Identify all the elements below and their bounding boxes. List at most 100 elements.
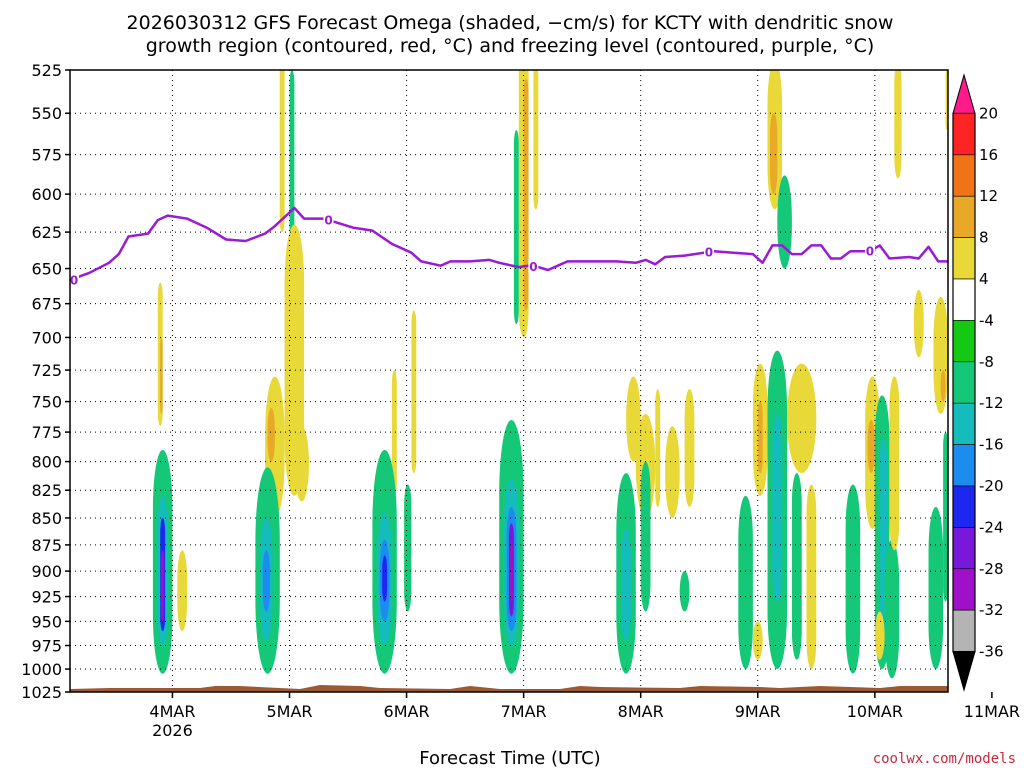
colorbar-label-2: 12	[979, 187, 998, 205]
omega-region-6	[161, 550, 165, 622]
x-tick-label-4MAR: 4MAR	[149, 702, 195, 721]
colorbar-label-9: -20	[979, 477, 1004, 495]
omega-region-66	[884, 539, 900, 679]
colorbar-label-13: -36	[979, 643, 1004, 661]
y-tick-label-575: 575	[31, 146, 62, 165]
omega-region-8	[279, 70, 285, 233]
y-tick-label-525: 525	[31, 61, 62, 80]
colorbar-label-3: 8	[979, 229, 989, 247]
colorbar-segment-9	[952, 444, 976, 487]
y-tick-label-850: 850	[31, 509, 62, 528]
omega-region-29	[533, 70, 539, 210]
y-tick-label-775: 775	[31, 423, 62, 442]
omega-region-74	[930, 528, 941, 655]
omega-region-25	[411, 310, 417, 474]
colorbar-segment-5	[952, 278, 976, 321]
omega-region-52	[777, 175, 792, 269]
x-tick-label-8MAR: 8MAR	[618, 702, 664, 721]
omega-region-76	[943, 432, 948, 602]
y-tick-label-700: 700	[31, 328, 62, 347]
omega-region-69	[894, 70, 902, 179]
colorbar: 20 16 12 8 4 -4 -8 -12 -16 -20 -24 -28 -32 -36	[952, 73, 1004, 692]
y-tick-label-725: 725	[31, 361, 62, 380]
omega-region-10	[284, 224, 305, 496]
x-tick-label-9MAR: 9MAR	[735, 702, 781, 721]
omega-region-36	[626, 376, 641, 462]
freezing-label-bg-1	[323, 213, 334, 228]
freezing-label-bg-2	[528, 259, 539, 274]
colorbar-label-1: 16	[979, 146, 998, 164]
freezing-label-bg-4	[864, 244, 875, 259]
plot-border	[69, 69, 949, 693]
colorbar-segment-8	[952, 402, 976, 445]
colorbar-segment-13	[952, 609, 976, 652]
y-tick-label-1000: 1000	[21, 660, 62, 679]
omega-region-12	[267, 407, 275, 462]
y-tick-label-975: 975	[31, 637, 62, 656]
omega-region-28	[513, 130, 519, 325]
colorbar-bottom-arrow	[952, 651, 976, 692]
omega-region-56	[787, 363, 817, 474]
y-tick-label-925: 925	[31, 588, 62, 607]
x-tick-label-5MAR: 5MAR	[266, 702, 312, 721]
omega-region-51	[770, 113, 778, 195]
freezing-label-bg-3	[703, 244, 714, 259]
freezing-level-label-3: 0	[705, 245, 713, 259]
y-tick-label-800: 800	[31, 453, 62, 472]
x-axis-title: Forecast Time (UTC)	[419, 748, 600, 768]
omega-region-17	[262, 550, 270, 612]
y-tick-label-675: 675	[31, 295, 62, 314]
colorbar-label-8: -16	[979, 436, 1004, 454]
y-tick-label-950: 950	[31, 612, 62, 631]
freezing-level-line	[70, 206, 948, 282]
omega-region-55	[772, 413, 783, 602]
omega-region-57	[791, 473, 802, 660]
omega-region-27	[523, 78, 529, 311]
y-tick-label-1025: 1025	[21, 683, 62, 702]
omega-shading	[152, 70, 948, 679]
omega-region-71	[933, 296, 948, 414]
x-tick-label-6MAR: 6MAR	[384, 702, 430, 721]
colorbar-label-11: -28	[979, 560, 1004, 578]
omega-region-70	[913, 289, 924, 358]
colorbar-segment-7	[952, 361, 976, 404]
freezing-level-label-1: 0	[324, 214, 332, 228]
omega-region-45	[679, 571, 690, 612]
colorbar-segment-1	[952, 113, 976, 156]
colorbar-segment-11	[952, 527, 976, 570]
colorbar-label-4: 4	[979, 270, 989, 288]
credit-link[interactable]: coolwx.com/models	[873, 751, 1016, 767]
freezing-level-label-0: 0	[70, 273, 78, 287]
y-tick-label-550: 550	[31, 104, 62, 123]
ground-surface	[70, 685, 948, 692]
colorbar-label-0: 20	[979, 104, 998, 122]
omega-region-23	[382, 555, 388, 602]
colorbar-label-6: -8	[979, 353, 994, 371]
colorbar-segment-6	[952, 320, 976, 363]
freezing-level-label-2: 0	[529, 260, 537, 274]
omega-region-9	[289, 70, 295, 240]
y-axis: 525 550 575 600 625 650 675 700 725 750 775 800 825 8…	[21, 61, 70, 702]
y-tick-label-825: 825	[31, 481, 62, 500]
colorbar-segment-12	[952, 568, 976, 611]
colorbar-label-12: -32	[979, 601, 1004, 619]
colorbar-label-7: -12	[979, 394, 1004, 412]
colorbar-label-5: -4	[979, 311, 994, 329]
omega-region-47	[740, 528, 751, 651]
chart-title-line-2: growth region (contoured, red, °C) and f…	[146, 35, 875, 57]
colorbar-label-10: -24	[979, 518, 1004, 536]
x-tick-label-11MAR: 11MAR	[964, 702, 1020, 721]
colorbar-frame	[952, 112, 976, 653]
y-tick-label-900: 900	[31, 562, 62, 581]
omega-region-42	[655, 389, 661, 507]
freezing-level-label-4: 0	[866, 245, 874, 259]
omega-region-40	[621, 528, 631, 641]
omega-region-49	[757, 401, 763, 474]
freezing-level-contour: 0 0 0 0 0	[70, 206, 948, 287]
x-tick-label-7MAR: 7MAR	[501, 702, 547, 721]
x-tick-sublabel-year: 2026	[152, 721, 193, 740]
y-tick-label-625: 625	[31, 223, 62, 242]
omega-region-41	[640, 461, 651, 612]
x-tick-label-10MAR: 10MAR	[847, 702, 903, 721]
